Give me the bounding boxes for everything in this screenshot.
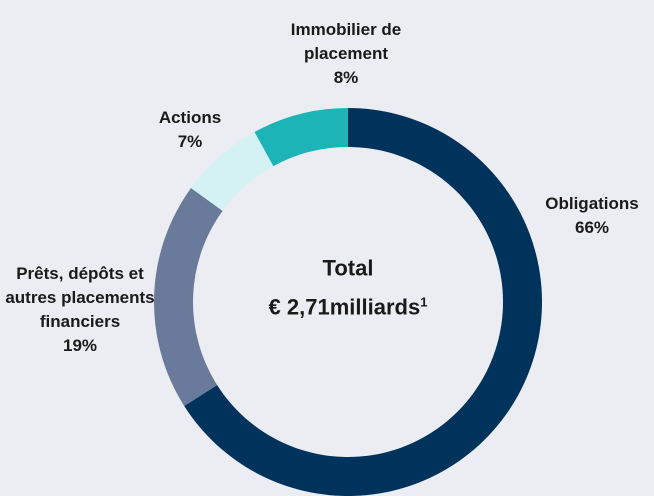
slice-label: Actions 7%: [130, 106, 250, 154]
category-name: Prêts, dépôts et autres placements finan…: [5, 264, 155, 331]
slice-label: Immobilier de placement 8%: [271, 18, 421, 90]
donut-slice: [254, 108, 348, 167]
center-label: Total: [322, 255, 374, 281]
center-text: Total € 2,71milliards1: [269, 251, 428, 324]
slice-label: Obligations 66%: [527, 192, 654, 240]
category-name: Actions: [158, 108, 222, 127]
slice-label: Prêts, dépôts et autres placements finan…: [5, 262, 155, 358]
donut-slice: [153, 187, 223, 406]
value-label: 66%: [574, 218, 610, 237]
value-label: 7%: [177, 132, 203, 151]
center-amount: € 2,71milliards1: [269, 285, 428, 324]
footnote: 1: [420, 294, 428, 310]
donut-slice: [191, 131, 274, 211]
amount: € 2,71milliards: [268, 294, 421, 320]
category-name: Immobilier de placement: [290, 20, 402, 63]
value-label: 8%: [333, 68, 359, 87]
value-label: 19%: [62, 336, 98, 355]
category-name: Obligations: [545, 194, 639, 213]
